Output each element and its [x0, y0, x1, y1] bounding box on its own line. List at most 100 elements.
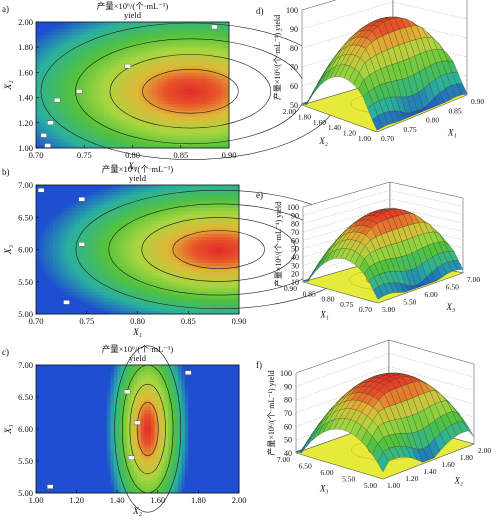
z-tick-label: 100: [280, 369, 292, 378]
contour-value-label: [185, 370, 192, 375]
y-tick-label: 5.50: [18, 277, 33, 287]
axis1-tick-label: 1.40: [328, 123, 341, 132]
x-tick-label: 0.70: [29, 316, 44, 326]
x-tick-label: 1.00: [29, 495, 44, 505]
surface-facet: [462, 421, 475, 437]
axis1-tick-label: 0.90: [284, 284, 297, 293]
z-axis-label: 产量×10⁶/(个·mL⁻¹) yield: [266, 370, 276, 455]
z-axis-label: 产量×10⁶/(个·mL⁻¹) yield: [272, 15, 282, 100]
z-tick-label: 10: [291, 278, 299, 287]
y-tick-label: 5.00: [18, 309, 33, 319]
contour-value-label: [211, 24, 218, 30]
z-tick-label: 30: [291, 261, 299, 270]
axis2-tick-label: 1.00: [387, 481, 400, 490]
y-tick-label: 1.40: [18, 93, 33, 103]
axis1-tick-label: 6.50: [299, 462, 312, 471]
contour-fill: [36, 185, 240, 315]
z-tick-label: 90: [284, 382, 292, 391]
axis1-tick-label: 0.85: [303, 289, 316, 298]
axis1-tick-label: 1.00: [358, 134, 371, 143]
z-tick-label: 60: [290, 82, 298, 91]
contour-line: [129, 383, 166, 475]
axis2-tick-label: 0.85: [449, 106, 462, 115]
z-tick-label: 70: [290, 63, 298, 72]
contour-line: [114, 345, 182, 513]
x-tick-label: 0.90: [222, 150, 237, 160]
contour-value-label: [124, 63, 131, 69]
z-tick-label: 100: [286, 6, 298, 15]
y-tick-label: 1.00: [18, 143, 33, 153]
y-tick-label: 5.00: [18, 488, 33, 498]
contour-value-label: [76, 89, 83, 94]
axis2-tick-label: 0.75: [404, 125, 417, 134]
z-tick-label: 50: [290, 101, 298, 110]
contour-value-label: [37, 188, 45, 193]
x-tick-label: 1.60: [150, 495, 165, 505]
panel-label: e): [256, 190, 263, 200]
axis2-tick-label: 1.60: [442, 460, 455, 469]
panel-label: d): [256, 6, 264, 16]
z-gridline: [302, 198, 464, 224]
contour-value-label: [47, 484, 54, 489]
panel-label: b): [2, 167, 10, 177]
panel-label: a): [2, 4, 9, 14]
x-tick-label: 0.75: [77, 150, 92, 160]
x-tick-label: 0.80: [125, 150, 140, 160]
x-tick-label: 0.80: [130, 316, 145, 326]
x-axis-label: X₁: [132, 328, 142, 338]
z-gridline: [302, 190, 464, 216]
z-tick-label: 90: [290, 25, 298, 34]
y-tick-label: 6.00: [18, 245, 33, 255]
contour-value-label: [63, 300, 70, 305]
z-tick-label: 80: [284, 396, 292, 405]
axis1-tick-label: 0.70: [359, 305, 372, 314]
z-gridline: [302, 181, 464, 208]
z-tick-label: 60: [284, 422, 292, 431]
chart-title: 产量×10⁶/(个·mL⁻¹): [102, 164, 174, 174]
x-tick-label: 2.00: [232, 495, 247, 505]
y-tick-label: 2.00: [18, 17, 33, 27]
axis2-label: X₁: [447, 128, 457, 138]
y-axis-label: X₃: [4, 424, 14, 434]
axis2-label: X₂: [454, 476, 464, 486]
x-tick-label: 0.75: [79, 316, 94, 326]
axis1-tick-label: 1.60: [313, 118, 326, 127]
z-tick-label: 80: [290, 44, 298, 53]
axis1-tick-label: 5.50: [342, 475, 355, 484]
contour-value-label: [78, 197, 85, 202]
axis2-tick-label: 0.90: [471, 97, 484, 106]
y-tick-label: 6.50: [18, 212, 33, 222]
x-tick-label: 0.90: [232, 316, 247, 326]
contour-fill: [36, 22, 230, 149]
axis2-tick-label: 5.00: [382, 305, 395, 314]
x-tick-label: 1.20: [69, 495, 84, 505]
y-tick-label: 1.80: [18, 42, 33, 52]
axis1-tick-label: 0.80: [321, 295, 334, 304]
axis2-tick-label: 0.70: [381, 134, 394, 143]
axis1-tick-label: 1.80: [298, 112, 311, 121]
z-tick-label: 40: [291, 253, 299, 262]
z-gridline: [302, 206, 464, 233]
chart-subtitle: yield: [129, 173, 147, 183]
contour-line: [109, 54, 272, 129]
contour-value-label: [124, 389, 131, 395]
contour-value-label: [54, 97, 61, 103]
axis1-tick-label: 6.00: [320, 468, 333, 477]
chart-title: 产量×10⁶/(个·mL⁻¹): [97, 1, 169, 11]
axis2-tick-label: 2.00: [478, 446, 491, 455]
axis1-tick-label: 5.00: [364, 481, 377, 490]
axis1-label: X₂: [318, 136, 328, 146]
x-tick-label: 1.80: [191, 495, 206, 505]
z-tick-label: 70: [284, 409, 292, 418]
panel-label: f): [256, 360, 262, 370]
contour-line: [142, 69, 239, 114]
y-axis-label: X₃: [4, 245, 14, 255]
response-surface: [302, 208, 464, 300]
axis1-label: X₃: [319, 483, 329, 493]
z-tick-label: 70: [291, 228, 299, 237]
contour-line: [172, 230, 265, 269]
x-tick-label: 0.85: [181, 316, 196, 326]
y-tick-label: 6.00: [18, 424, 33, 434]
axis2-tick-label: 0.80: [426, 116, 439, 125]
